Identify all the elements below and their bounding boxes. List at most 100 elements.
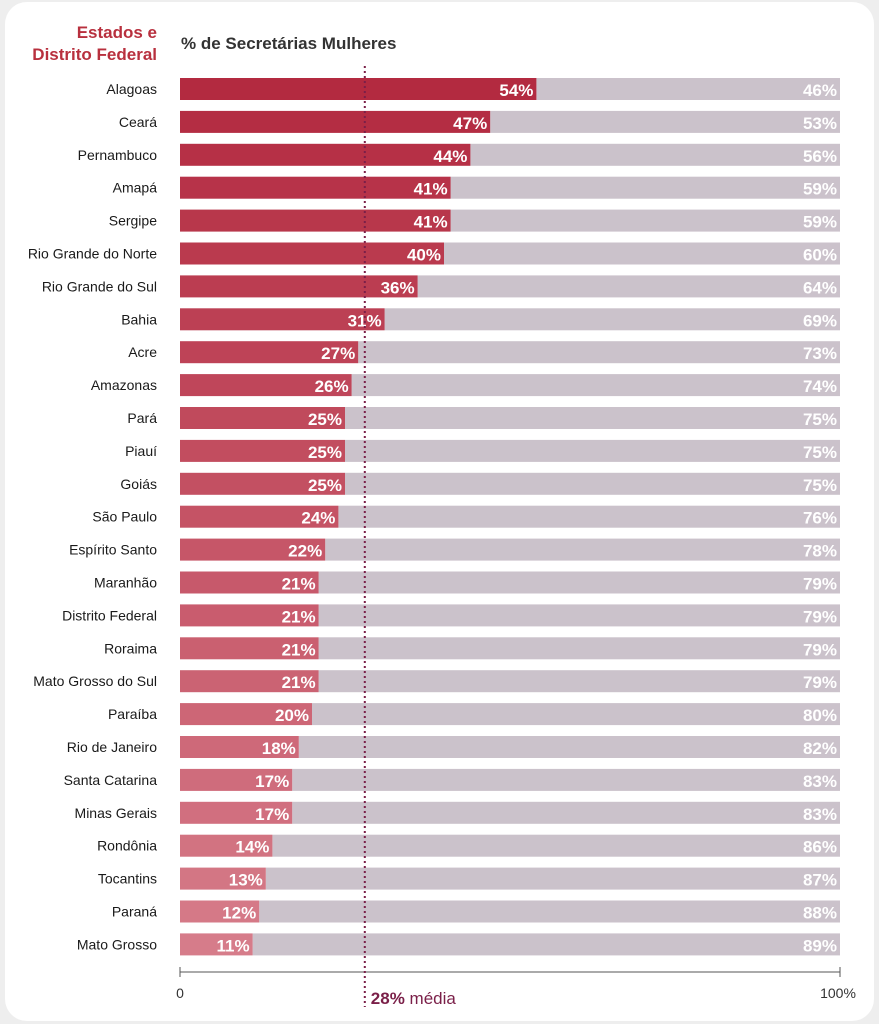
remainder-bar — [272, 834, 840, 857]
women-value-label: 27% — [321, 344, 355, 363]
remainder-value-label: 75% — [803, 443, 837, 462]
remainder-value-label: 59% — [803, 213, 837, 232]
remainder-bar — [318, 604, 841, 627]
category-label: Piauí — [125, 443, 157, 459]
women-value-label: 13% — [229, 871, 263, 890]
category-label: Rio Grande do Sul — [42, 278, 157, 294]
remainder-bar — [384, 308, 840, 331]
category-label: Tocantins — [98, 871, 157, 887]
women-bar — [180, 143, 471, 166]
women-bar — [180, 867, 266, 890]
chart-title: % de Secretárias Mulheres — [181, 34, 396, 53]
women-bar — [180, 407, 345, 429]
women-value-label: 44% — [433, 147, 467, 166]
remainder-value-label: 59% — [803, 180, 837, 199]
remainder-value-label: 76% — [803, 509, 837, 528]
remainder-value-label: 78% — [803, 542, 837, 561]
category-label: Pará — [127, 410, 157, 426]
women-value-label: 21% — [282, 575, 316, 594]
x-tick-label: 0 — [176, 985, 184, 1001]
remainder-value-label: 46% — [803, 81, 837, 100]
category-label: Espírito Santo — [69, 542, 157, 558]
remainder-bar — [318, 670, 841, 693]
remainder-bar — [351, 374, 840, 397]
women-bar — [180, 834, 273, 857]
remainder-bar — [312, 703, 840, 726]
category-label: Maranhão — [94, 575, 157, 591]
remainder-value-label: 73% — [803, 344, 837, 363]
remainder-bar — [318, 571, 841, 594]
women-bar — [180, 900, 260, 923]
category-label: Amazonas — [91, 377, 157, 393]
women-value-label: 41% — [414, 180, 448, 199]
category-label: Amapá — [113, 180, 158, 196]
women-bar — [180, 768, 293, 791]
category-label: Mato Grosso — [77, 936, 157, 952]
category-label: Distrito Federal — [62, 607, 157, 623]
category-label: Sergipe — [109, 213, 157, 229]
women-value-label: 11% — [217, 936, 250, 955]
women-value-label: 17% — [255, 772, 289, 791]
category-label: São Paulo — [92, 509, 157, 525]
category-label: Paraná — [112, 904, 157, 920]
remainder-bar — [259, 900, 840, 923]
remainder-value-label: 83% — [803, 772, 837, 791]
category-label: Mato Grosso do Sul — [33, 673, 157, 689]
remainder-bar — [470, 143, 840, 166]
remainder-value-label: 79% — [803, 575, 837, 594]
remainder-value-label: 86% — [803, 838, 837, 857]
remainder-bar — [345, 439, 840, 462]
average-marker: 28% média — [363, 66, 457, 1008]
women-value-label: 36% — [381, 278, 415, 297]
women-bar — [180, 604, 319, 627]
women-value-label: 20% — [275, 706, 309, 725]
women-value-label: 18% — [262, 739, 296, 758]
category-label: Rio Grande do Norte — [28, 246, 157, 262]
category-label: Bahia — [121, 311, 157, 327]
remainder-value-label: 87% — [803, 871, 837, 890]
average-text: média — [405, 989, 457, 1008]
women-value-label: 12% — [222, 904, 256, 923]
bar-chart: Estados e Distrito Federal % de Secretár… — [28, 23, 856, 1008]
category-label: Ceará — [119, 114, 157, 130]
remainder-bar — [298, 736, 840, 758]
remainder-bar — [358, 341, 840, 364]
women-bar — [180, 472, 345, 495]
remainder-bar — [417, 275, 840, 298]
remainder-bar — [345, 472, 840, 495]
women-value-label: 25% — [308, 410, 342, 429]
women-value-label: 21% — [282, 673, 316, 692]
women-value-label: 25% — [308, 476, 342, 495]
women-value-label: 24% — [301, 509, 335, 528]
remainder-value-label: 79% — [803, 607, 837, 626]
category-label: Paraíba — [108, 706, 157, 722]
remainder-value-label: 69% — [803, 311, 837, 330]
women-bar — [180, 176, 451, 199]
category-header-line-1: Estados e — [77, 23, 157, 42]
women-bar — [180, 736, 299, 758]
category-label: Pernambuco — [78, 147, 158, 163]
remainder-value-label: 83% — [803, 805, 837, 824]
remainder-bar — [345, 407, 840, 429]
women-bar — [180, 308, 385, 331]
women-value-label: 47% — [453, 114, 487, 133]
women-bar — [180, 801, 293, 824]
category-label: Rondônia — [97, 838, 157, 854]
remainder-bar — [444, 242, 840, 265]
chart-card: Estados e Distrito Federal % de Secretár… — [5, 2, 874, 1021]
remainder-bar — [325, 538, 840, 561]
category-label: Goiás — [120, 476, 157, 492]
remainder-value-label: 53% — [803, 114, 837, 133]
remainder-value-label: 82% — [803, 739, 837, 758]
women-bar — [180, 571, 319, 594]
women-value-label: 25% — [308, 443, 342, 462]
remainder-value-label: 75% — [803, 410, 837, 429]
remainder-value-label: 74% — [803, 377, 837, 396]
women-value-label: 31% — [348, 311, 382, 330]
remainder-bar — [292, 801, 840, 824]
women-value-label: 21% — [282, 607, 316, 626]
remainder-value-label: 89% — [803, 936, 837, 955]
women-value-label: 54% — [499, 81, 533, 100]
remainder-bar — [265, 867, 840, 890]
women-bar — [180, 505, 339, 528]
